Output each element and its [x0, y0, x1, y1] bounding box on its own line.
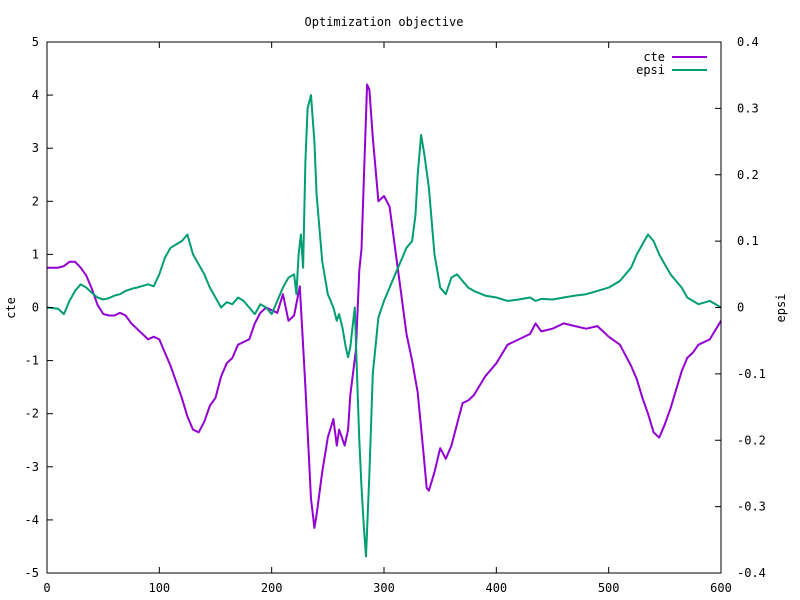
- x-tick-label: 500: [598, 581, 620, 595]
- y-tick-label: -2: [25, 407, 39, 421]
- y2-tick-label: 0.4: [737, 35, 759, 49]
- y2-tick-label: 0: [737, 301, 744, 315]
- x-tick-label: 100: [148, 581, 170, 595]
- y-axis-label: cte: [4, 297, 18, 319]
- x-tick-label: 400: [485, 581, 507, 595]
- y-tick-label: -5: [25, 566, 39, 580]
- series-line-epsi: [46, 94, 722, 558]
- y-tick-label: 4: [32, 88, 39, 102]
- ticks-layer: [46, 41, 722, 574]
- y-tick-label: 5: [32, 35, 39, 49]
- y2-tick-label: -0.2: [737, 433, 766, 447]
- x-tick-label: 200: [261, 581, 283, 595]
- y2-tick-label: 0.2: [737, 168, 759, 182]
- series-layer: [46, 83, 722, 558]
- chart-title: Optimization objective: [305, 15, 464, 29]
- y-tick-label: 3: [32, 141, 39, 155]
- y-tick-label: 0: [32, 301, 39, 315]
- plot-frame: [46, 41, 722, 574]
- series-line-cte: [47, 83, 722, 529]
- y-tick-label: -1: [25, 354, 39, 368]
- y-tick-label: -4: [25, 513, 39, 527]
- x-tick-label: 600: [710, 581, 732, 595]
- y2-tick-label: -0.4: [737, 566, 766, 580]
- y-tick-label: 2: [32, 194, 39, 208]
- y-tick-label: 1: [32, 247, 39, 261]
- legend-label-cte: cte: [643, 50, 665, 64]
- x-tick-label: 300: [373, 581, 395, 595]
- legend: cte epsi: [636, 50, 707, 77]
- y2-axis-label: epsi: [774, 294, 788, 323]
- legend-label-epsi: epsi: [636, 63, 665, 77]
- y-tick-label: -3: [25, 460, 39, 474]
- y2-tick-label: 0.3: [737, 101, 759, 115]
- tick-labels-layer: 0 100 200 300 400 500 600 -5 -4 -3 -2 -1 0 1 2 3 4 5 -0.4 -…: [25, 35, 766, 595]
- y2-tick-label: 0.1: [737, 234, 759, 248]
- y2-tick-label: -0.1: [737, 367, 766, 381]
- x-tick-label: 0: [43, 581, 50, 595]
- y2-tick-label: -0.3: [737, 500, 766, 514]
